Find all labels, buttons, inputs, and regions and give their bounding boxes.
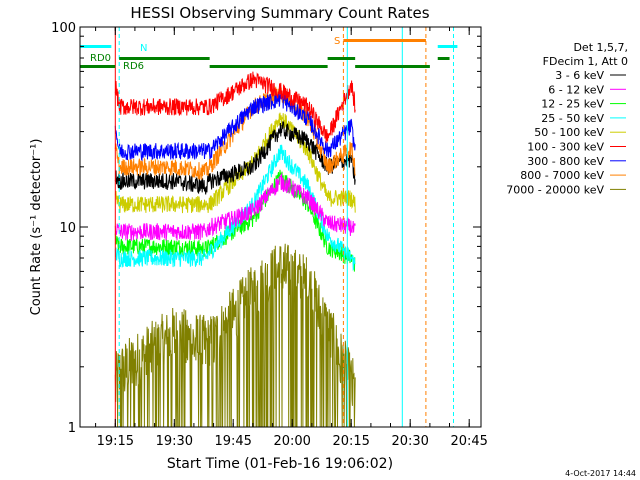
axes-layer: 19:15 19:30 19:45 20:00 20:15 20:30 20:45 1 10 10… <box>51 21 488 449</box>
legend-entry-label: 3 - 6 keV <box>555 69 604 82</box>
x-tick-label: 19:30 <box>156 434 193 449</box>
rd0-label: RD0 <box>90 53 111 64</box>
series-trace <box>114 71 356 144</box>
legend-entry-label: 50 - 100 keV <box>534 126 604 139</box>
series-layer <box>114 71 356 428</box>
series-300-800-keV <box>114 91 356 162</box>
legend-entry-label: 6 - 12 keV <box>548 83 604 96</box>
x-tick-label: 19:45 <box>214 434 251 449</box>
decimation-bar <box>355 65 430 68</box>
decimation-bar <box>209 65 328 68</box>
x-tick-label: 20:15 <box>332 434 369 449</box>
x-tick-label: 20:00 <box>273 434 310 449</box>
series-100-300-keV <box>114 71 356 144</box>
y-tick-label: 10 <box>59 221 76 236</box>
x-tick-label: 19:15 <box>97 434 134 449</box>
y-tick-label: 100 <box>51 21 76 36</box>
x-axis-label: Start Time (01-Feb-16 19:06:02) <box>167 456 393 472</box>
legend-entry-label: 800 - 7000 keV <box>520 169 604 182</box>
x-tick-label: 20:30 <box>391 434 428 449</box>
decimation-bar <box>119 57 210 60</box>
y-axis-label: Count Rate (s⁻¹ detector⁻¹) <box>29 139 44 316</box>
legend-entry-label: 12 - 25 keV <box>541 98 604 111</box>
saa-label: S <box>334 36 340 47</box>
series-trace <box>114 173 356 242</box>
legend-entry-label: 7000 - 20000 keV <box>506 183 604 196</box>
legend-entry-label: 300 - 800 keV <box>527 155 604 168</box>
legend-header-decim: FDecim 1, Att 0 <box>543 55 628 68</box>
chart-title: HESSI Observing Summary Count Rates <box>130 4 429 22</box>
decimation-bar <box>437 57 450 60</box>
series-trace <box>114 112 356 214</box>
saa-bar <box>343 39 426 42</box>
x-tick-label: 20:45 <box>450 434 487 449</box>
night-bar <box>437 45 458 48</box>
series-3-6-keV <box>114 121 356 195</box>
series-6-12-keV <box>114 173 356 242</box>
night-label: N <box>140 43 147 54</box>
series-50-100-keV <box>114 112 356 214</box>
legend-header-detectors: Det 1,5,7, <box>573 41 628 54</box>
decimation-bar <box>80 65 116 68</box>
y-tick-label: 1 <box>68 421 76 436</box>
legend-entry-label: 100 - 300 keV <box>527 141 604 154</box>
decimation-bar <box>327 57 356 60</box>
timestamp: 4-Oct-2017 14:44 <box>565 469 636 478</box>
legend-entry-label: 25 - 50 keV <box>541 112 604 125</box>
rd6-label: RD6 <box>123 61 144 72</box>
annotation-layer: N S RD0 RD6 <box>80 27 458 427</box>
series-7000-20000-keV <box>114 243 356 428</box>
night-bar <box>80 45 112 48</box>
series-trace <box>114 243 356 428</box>
series-trace <box>114 91 356 162</box>
series-trace <box>114 121 356 195</box>
